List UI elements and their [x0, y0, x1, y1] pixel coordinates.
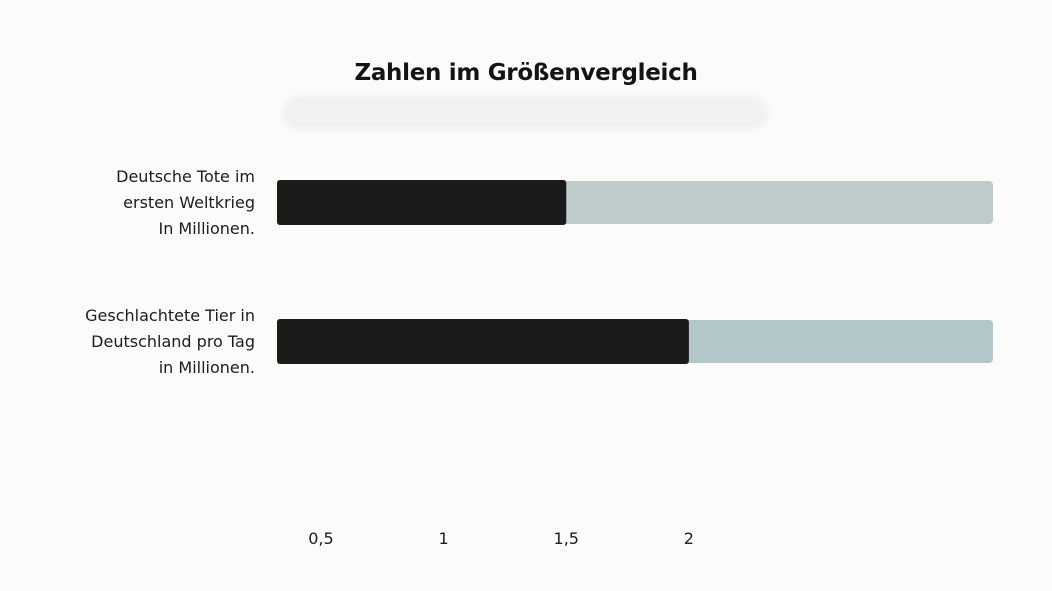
- x-tick-label: 1,5: [554, 529, 579, 548]
- category-label-1: Deutsche Tote im ersten Weltkrieg In Mil…: [116, 167, 255, 238]
- x-tick-label: 1: [439, 529, 449, 548]
- x-tick-label: 2: [684, 529, 694, 548]
- bar-1: [277, 180, 567, 225]
- page-title: Zahlen im Größenvergleich: [354, 60, 698, 86]
- title-highlight-brush: [282, 96, 768, 130]
- x-tick-label: 0,5: [308, 529, 333, 548]
- category-label-2: Geschlachtete Tier in Deutschland pro Ta…: [85, 306, 255, 377]
- bar-2: [277, 319, 689, 364]
